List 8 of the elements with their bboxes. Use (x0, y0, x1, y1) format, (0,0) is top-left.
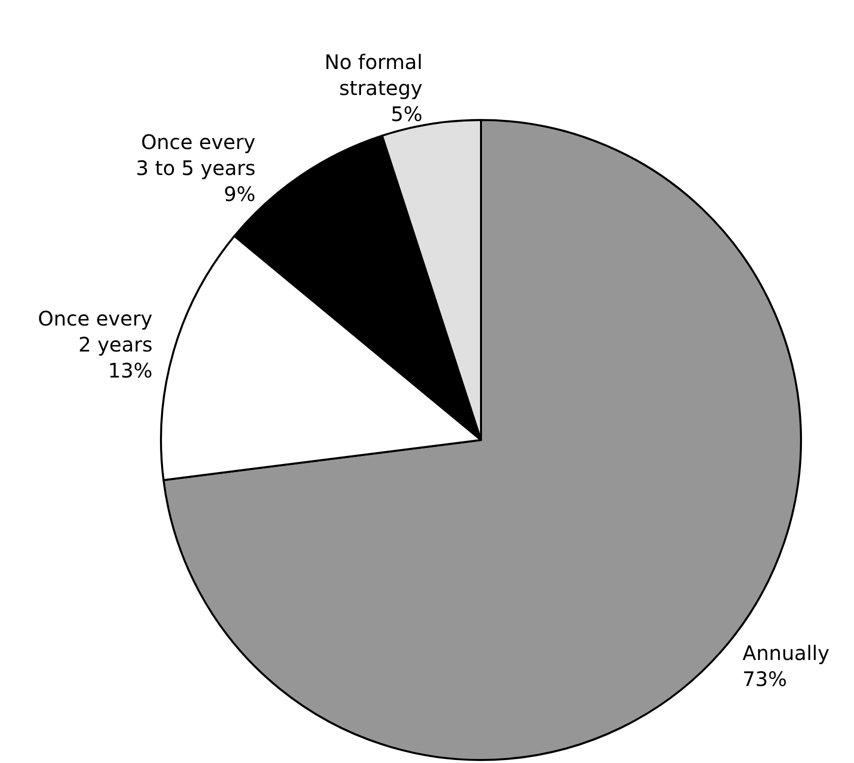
data-label: 5% (390, 102, 422, 126)
slice-label: Once every 3 to 5 years (136, 130, 256, 180)
slice-label: Once every 2 years (38, 306, 153, 357)
data-label: 13% (108, 358, 153, 383)
data-label: 9% (224, 182, 256, 206)
slice-label: Annually (742, 641, 830, 666)
slice-label: No formal strategy (324, 50, 423, 100)
data-label: 73% (742, 667, 787, 692)
